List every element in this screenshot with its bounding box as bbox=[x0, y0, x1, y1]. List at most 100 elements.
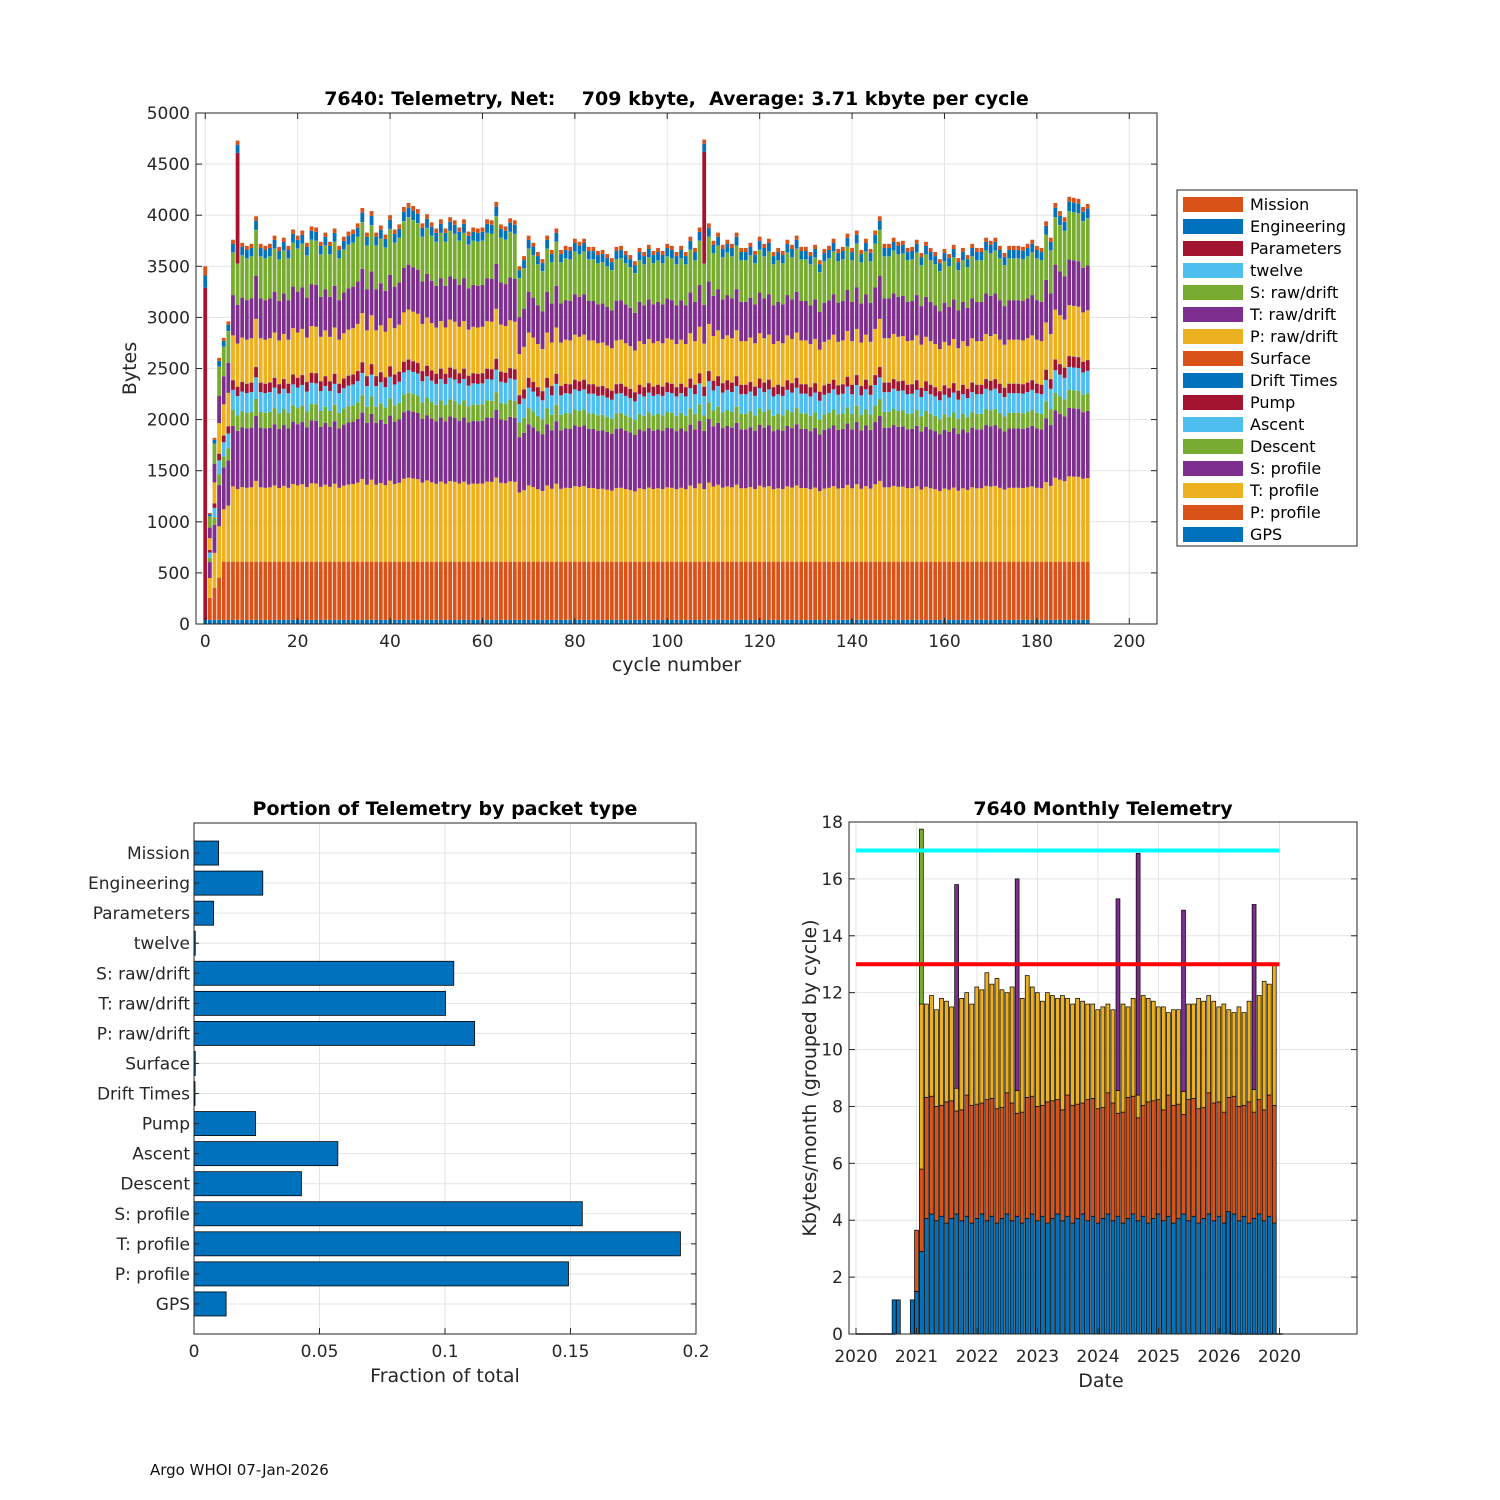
bar-segment bbox=[586, 413, 591, 429]
bar-segment bbox=[332, 285, 337, 328]
bar-segment bbox=[1039, 619, 1044, 624]
bar-segment bbox=[591, 259, 596, 302]
bar-segment bbox=[840, 393, 845, 414]
bar-segment bbox=[817, 349, 822, 392]
monthly-bar bbox=[1065, 998, 1070, 1096]
bar-segment bbox=[998, 339, 1002, 384]
monthly-bar bbox=[1150, 1100, 1156, 1219]
bar-segment bbox=[392, 619, 397, 624]
bar-segment bbox=[586, 488, 591, 562]
bar-segment bbox=[905, 384, 910, 395]
fraction-bar bbox=[193, 1291, 227, 1317]
bar-segment bbox=[263, 339, 268, 384]
bar-segment bbox=[887, 298, 891, 339]
bar-segment bbox=[697, 483, 702, 562]
bar-segment bbox=[961, 619, 965, 624]
bar-segment bbox=[974, 619, 979, 624]
bar-segment bbox=[480, 284, 485, 327]
bar-segment bbox=[961, 252, 965, 261]
bar-segment bbox=[281, 409, 286, 426]
bar-segment bbox=[961, 413, 965, 430]
bar-segment bbox=[757, 236, 762, 241]
bar-segment bbox=[628, 619, 633, 624]
bar-segment bbox=[346, 231, 351, 236]
monthly-bar bbox=[1085, 1003, 1091, 1100]
bar-segment bbox=[1067, 366, 1072, 390]
bar-segment bbox=[591, 428, 596, 489]
bar-segment bbox=[716, 232, 720, 237]
bar-segment bbox=[596, 304, 600, 344]
bar-segment bbox=[993, 293, 998, 334]
bar-segment bbox=[535, 387, 540, 397]
bar-segment bbox=[753, 250, 757, 256]
bar-segment bbox=[512, 224, 517, 234]
bar-segment bbox=[840, 246, 845, 252]
bar-segment bbox=[415, 269, 420, 314]
bar-segment bbox=[254, 367, 258, 378]
bar-segment bbox=[984, 409, 988, 426]
bar-segment bbox=[803, 619, 808, 624]
bar-segment bbox=[1034, 383, 1039, 394]
bar-segment bbox=[813, 244, 818, 250]
bar-segment bbox=[503, 226, 508, 231]
bar-segment bbox=[207, 552, 212, 558]
bar-segment bbox=[739, 252, 744, 261]
bar-segment bbox=[1044, 369, 1049, 381]
bar-segment bbox=[244, 561, 249, 620]
bar-segment bbox=[831, 251, 836, 295]
bar-segment bbox=[318, 410, 323, 427]
bar-segment bbox=[374, 619, 379, 624]
bar-segment bbox=[1002, 253, 1007, 258]
bar-segment bbox=[355, 371, 360, 382]
bar-segment bbox=[351, 233, 355, 243]
bar-segment bbox=[808, 619, 813, 624]
bar-segment bbox=[221, 404, 226, 436]
bar-segment bbox=[462, 233, 466, 279]
bar-segment bbox=[637, 384, 642, 395]
bar-segment bbox=[873, 230, 878, 235]
monthly-bar bbox=[1019, 1111, 1025, 1224]
bar-segment bbox=[998, 487, 1002, 562]
bar-segment bbox=[286, 339, 291, 384]
monthly-bar bbox=[954, 1213, 959, 1335]
bar-segment bbox=[803, 393, 808, 414]
monthly-bar bbox=[1029, 986, 1035, 1097]
monthly-bar bbox=[994, 978, 1000, 1110]
monthly-bar bbox=[984, 972, 990, 1100]
bar-segment bbox=[244, 258, 249, 301]
bar-segment bbox=[411, 220, 416, 268]
bar-segment bbox=[475, 561, 480, 620]
bar-segment bbox=[674, 256, 679, 265]
bar-segment bbox=[900, 390, 905, 411]
bar-segment bbox=[928, 561, 933, 620]
bar-segment bbox=[572, 561, 577, 620]
bar-segment bbox=[850, 260, 854, 302]
bar-segment bbox=[494, 308, 499, 359]
bar-segment bbox=[540, 419, 545, 435]
monthly-bar bbox=[1065, 1215, 1070, 1335]
bar-segment bbox=[508, 222, 513, 232]
monthly-bar bbox=[1055, 1213, 1060, 1335]
bar-segment bbox=[693, 619, 697, 624]
bar-segment bbox=[702, 343, 707, 387]
bar-segment bbox=[877, 480, 882, 562]
bar-segment bbox=[526, 561, 531, 620]
bar-segment bbox=[346, 235, 351, 245]
bar-segment bbox=[295, 332, 300, 378]
bar-segment bbox=[300, 375, 305, 385]
bar-segment bbox=[526, 387, 531, 409]
bar-segment bbox=[937, 419, 942, 435]
bar-segment bbox=[300, 328, 305, 375]
bar-segment bbox=[605, 431, 610, 490]
bar-segment bbox=[706, 619, 711, 624]
bar-segment bbox=[998, 250, 1002, 259]
monthly-bar bbox=[1100, 1006, 1106, 1108]
bar-segment bbox=[512, 481, 517, 562]
bar-segment bbox=[1081, 561, 1085, 620]
monthly-bar bbox=[919, 1168, 924, 1252]
bar-segment bbox=[974, 561, 979, 620]
bar-segment bbox=[877, 318, 882, 367]
bar-segment bbox=[864, 238, 868, 243]
bar-segment bbox=[961, 561, 965, 620]
bar-segment bbox=[559, 619, 563, 624]
